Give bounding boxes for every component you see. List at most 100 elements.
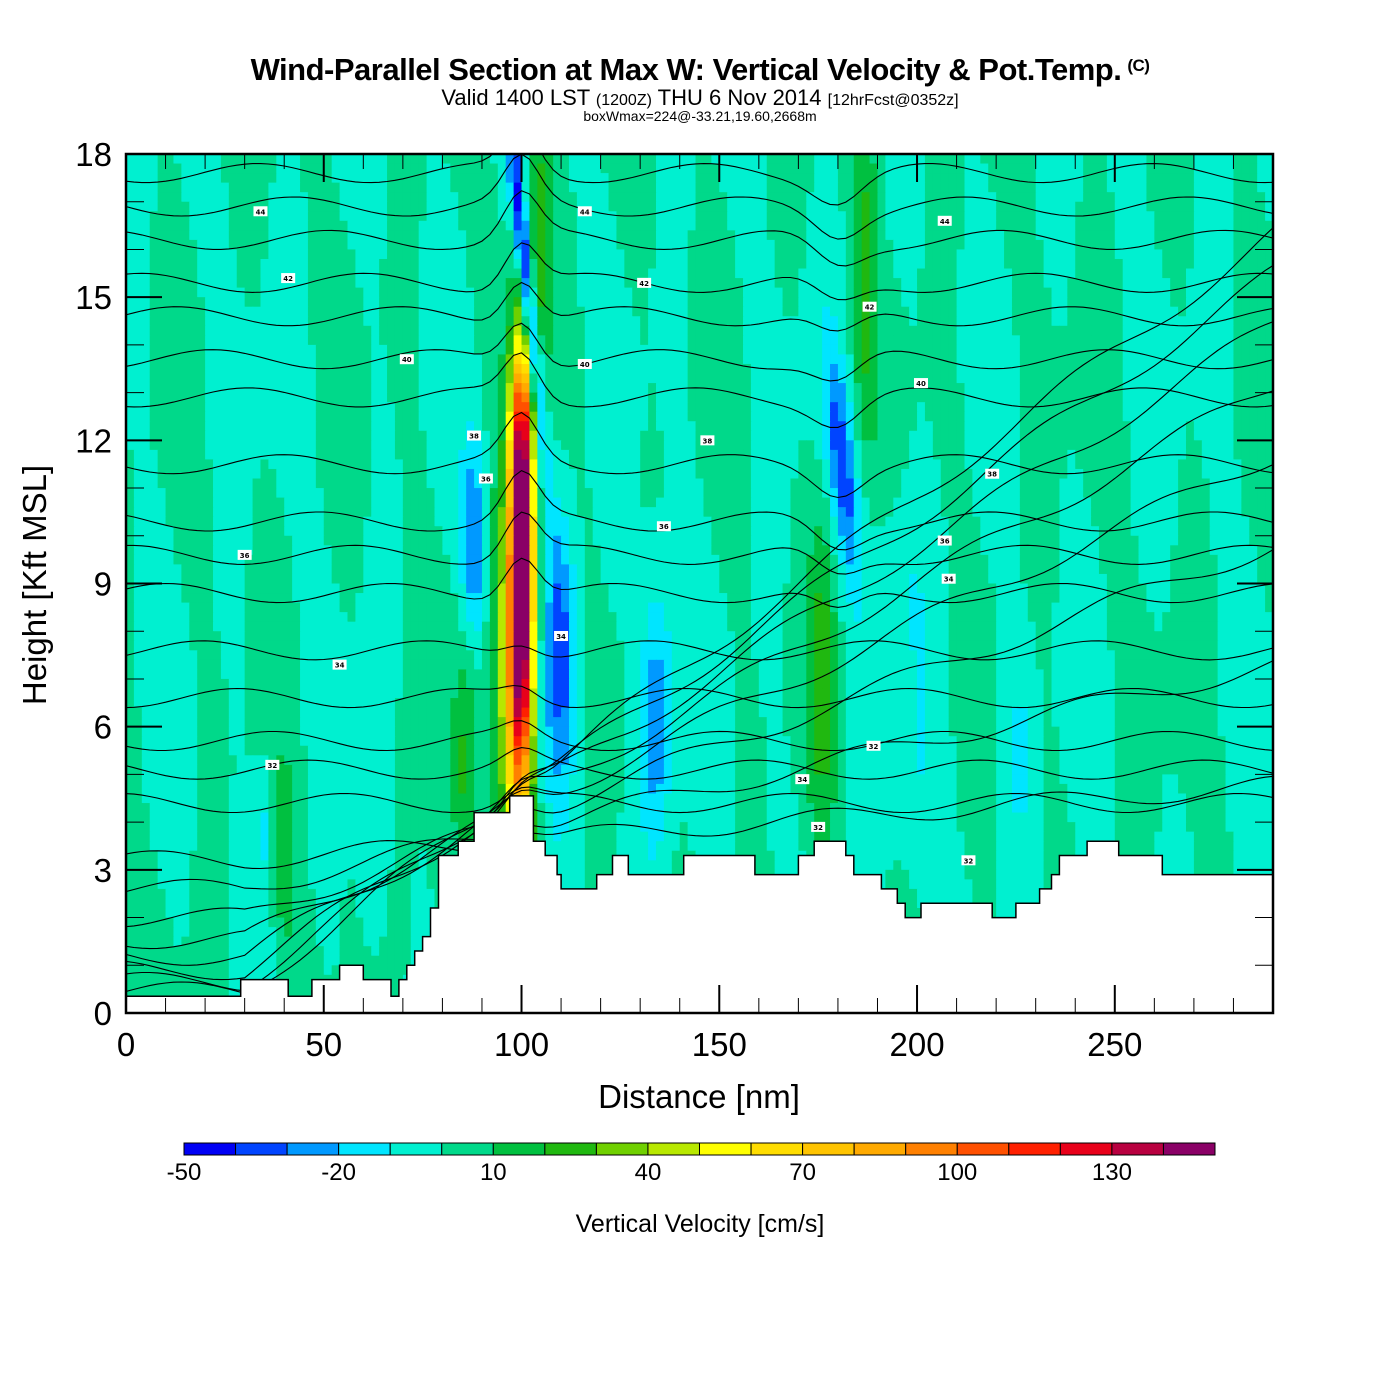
w-cell — [331, 344, 341, 356]
w-cell — [165, 411, 175, 422]
w-cell — [418, 182, 428, 193]
w-cell — [917, 325, 926, 336]
w-cell — [711, 392, 720, 403]
w-cell — [489, 154, 499, 165]
w-cell — [292, 354, 301, 365]
w-cell — [901, 249, 910, 260]
w-cell — [671, 468, 681, 480]
w-cell — [355, 154, 364, 165]
w-cell — [387, 411, 396, 422]
w-cell — [735, 163, 744, 174]
w-cell — [1185, 249, 1195, 260]
w-cell — [1225, 268, 1235, 279]
w-cell — [521, 230, 531, 241]
w-cell — [806, 402, 815, 413]
w-cell — [940, 220, 950, 231]
w-cell — [1249, 392, 1258, 403]
w-cell — [323, 249, 333, 260]
w-cell — [1154, 278, 1163, 289]
w-cell — [133, 192, 143, 203]
w-cell — [806, 363, 815, 375]
w-cell — [149, 449, 159, 461]
w-cell — [1035, 220, 1045, 231]
w-cell — [909, 297, 918, 308]
w-cell — [481, 297, 491, 308]
w-cell — [1225, 258, 1235, 270]
w-cell — [197, 373, 206, 384]
w-cell — [189, 230, 198, 241]
w-cell — [307, 316, 317, 327]
w-cell — [663, 392, 673, 403]
w-cell — [1193, 278, 1203, 289]
w-cell — [719, 468, 728, 480]
w-cell — [782, 182, 792, 193]
w-cell — [671, 373, 681, 384]
w-cell — [663, 459, 673, 470]
w-cell — [244, 335, 254, 346]
w-cell — [284, 335, 293, 346]
w-cell — [236, 249, 246, 260]
w-cell — [1035, 383, 1045, 394]
w-cell — [379, 163, 388, 174]
w-cell — [885, 449, 894, 461]
w-cell — [339, 468, 349, 480]
w-cell — [845, 287, 855, 298]
w-cell — [323, 402, 333, 413]
w-cell — [561, 411, 570, 422]
w-cell — [980, 278, 989, 289]
w-cell — [584, 163, 594, 174]
w-cell — [537, 392, 546, 403]
w-cell — [197, 440, 206, 451]
w-cell — [426, 316, 436, 327]
w-cell — [576, 335, 586, 346]
w-cell — [1059, 154, 1068, 165]
w-cell — [1257, 306, 1266, 317]
w-cell — [719, 316, 728, 327]
w-cell — [1146, 249, 1155, 260]
w-cell — [537, 478, 546, 489]
w-cell — [948, 297, 958, 308]
w-cell — [458, 316, 467, 327]
w-cell — [371, 344, 380, 356]
w-cell — [901, 163, 910, 174]
w-cell — [561, 258, 570, 270]
w-cell — [1059, 258, 1068, 270]
w-cell — [1249, 230, 1258, 241]
w-cell — [410, 459, 420, 470]
w-cell — [387, 173, 396, 184]
w-cell — [466, 449, 475, 461]
w-cell — [1043, 287, 1053, 298]
w-cell — [988, 335, 997, 346]
w-cell — [466, 249, 475, 260]
w-cell — [347, 287, 356, 298]
w-cell — [450, 325, 459, 336]
w-cell — [996, 192, 1005, 203]
w-cell — [940, 249, 950, 260]
w-cell — [521, 287, 531, 298]
w-cell — [157, 201, 167, 212]
w-cell — [371, 373, 380, 384]
w-cell — [972, 297, 981, 308]
w-cell — [782, 192, 792, 203]
w-cell — [355, 287, 364, 298]
w-cell — [410, 440, 420, 451]
w-cell — [1209, 163, 1219, 174]
w-cell — [845, 449, 855, 461]
w-cell — [545, 297, 554, 308]
w-cell — [703, 373, 712, 384]
w-cell — [133, 411, 143, 422]
w-cell — [141, 373, 151, 384]
w-cell — [632, 335, 641, 346]
w-cell — [1209, 402, 1219, 413]
w-cell — [244, 316, 254, 327]
w-cell — [711, 163, 720, 174]
w-cell — [545, 173, 554, 184]
w-cell — [956, 268, 966, 279]
w-cell — [806, 344, 815, 356]
w-cell — [394, 258, 404, 270]
w-cell — [774, 383, 784, 394]
w-cell — [1257, 325, 1266, 336]
w-cell — [948, 325, 958, 336]
w-cell — [655, 258, 665, 270]
w-cell — [513, 392, 523, 403]
